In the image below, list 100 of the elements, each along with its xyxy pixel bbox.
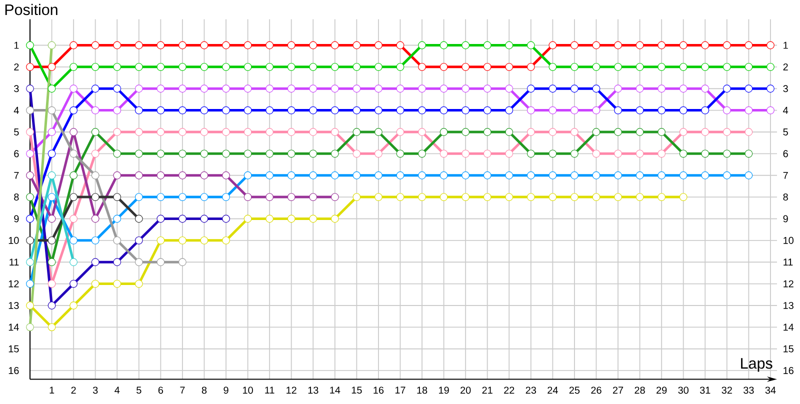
point xyxy=(570,150,578,158)
y2-tick-label: 9 xyxy=(783,215,788,222)
point xyxy=(266,106,274,114)
point xyxy=(374,192,382,201)
x-tick-label: 16 xyxy=(374,386,384,394)
point xyxy=(679,84,688,92)
point xyxy=(48,323,56,332)
point xyxy=(636,128,644,136)
point xyxy=(570,192,578,201)
point xyxy=(48,106,56,114)
point xyxy=(330,41,339,50)
point xyxy=(309,62,318,71)
point xyxy=(26,323,34,332)
point xyxy=(658,150,666,158)
point xyxy=(178,214,186,223)
point xyxy=(48,84,56,92)
x-tick-label: 22 xyxy=(504,386,514,394)
point xyxy=(526,62,535,71)
point xyxy=(462,106,470,114)
point xyxy=(483,106,492,114)
point xyxy=(26,301,34,310)
point xyxy=(722,62,731,71)
point xyxy=(483,84,492,92)
point xyxy=(26,280,34,288)
point xyxy=(91,192,100,201)
point xyxy=(244,171,252,180)
point xyxy=(113,106,122,114)
point xyxy=(701,84,710,92)
point xyxy=(91,171,100,180)
point xyxy=(722,128,731,136)
y2-tick-label: 11 xyxy=(784,258,793,266)
x-axis-title: Laps xyxy=(741,358,772,372)
x-tick-label: 34 xyxy=(765,386,776,394)
point xyxy=(113,150,122,158)
point xyxy=(266,150,274,158)
point xyxy=(287,84,296,92)
x-tick-label: 21 xyxy=(482,386,492,394)
y-tick-label: 12 xyxy=(8,280,19,288)
x-tick-label: 30 xyxy=(678,386,688,394)
point xyxy=(70,236,78,244)
point xyxy=(548,171,557,180)
point xyxy=(200,41,208,50)
y-tick-label: 15 xyxy=(8,345,19,352)
point xyxy=(483,128,492,136)
point xyxy=(744,62,753,71)
point xyxy=(70,280,78,288)
point xyxy=(418,84,426,92)
x-tick-label: 15 xyxy=(352,386,362,394)
point xyxy=(200,192,208,201)
x-tick-label: 1 xyxy=(50,386,54,394)
point xyxy=(222,62,230,71)
point xyxy=(570,106,578,114)
point xyxy=(26,214,34,223)
point xyxy=(91,62,100,71)
point xyxy=(200,150,208,158)
point xyxy=(91,236,100,244)
point xyxy=(374,84,382,92)
point xyxy=(287,150,296,158)
point xyxy=(330,128,339,136)
point xyxy=(396,128,404,136)
point xyxy=(330,192,339,201)
point xyxy=(48,62,56,71)
point xyxy=(440,128,448,136)
point xyxy=(396,41,404,50)
point xyxy=(26,41,34,50)
point xyxy=(679,41,688,50)
y-tick-label: 8 xyxy=(14,193,19,200)
point xyxy=(526,192,535,201)
point xyxy=(636,84,644,92)
point xyxy=(113,236,122,244)
point xyxy=(26,128,34,136)
point xyxy=(352,62,361,71)
point xyxy=(679,62,688,71)
point xyxy=(48,214,56,223)
point xyxy=(70,62,78,71)
y2-tick-label: 7 xyxy=(783,172,788,179)
point xyxy=(526,150,535,158)
point xyxy=(418,192,426,201)
point xyxy=(70,128,78,136)
point xyxy=(614,84,622,92)
point xyxy=(374,62,382,71)
point xyxy=(722,150,731,158)
point xyxy=(200,106,208,114)
point xyxy=(592,41,600,50)
point xyxy=(592,106,600,114)
x-tick-label: 12 xyxy=(286,386,296,394)
point xyxy=(396,171,404,180)
x-tick-label: 20 xyxy=(460,386,471,394)
point xyxy=(440,41,448,50)
x-tick-label: 19 xyxy=(439,386,449,394)
point xyxy=(440,84,448,92)
point xyxy=(570,41,578,50)
y-tick-label: 7 xyxy=(14,172,19,179)
point xyxy=(156,84,165,92)
point xyxy=(701,171,710,180)
point xyxy=(352,150,361,158)
point xyxy=(505,171,514,180)
point xyxy=(462,171,470,180)
y2-tick-label: 2 xyxy=(783,63,788,70)
point xyxy=(701,150,710,158)
